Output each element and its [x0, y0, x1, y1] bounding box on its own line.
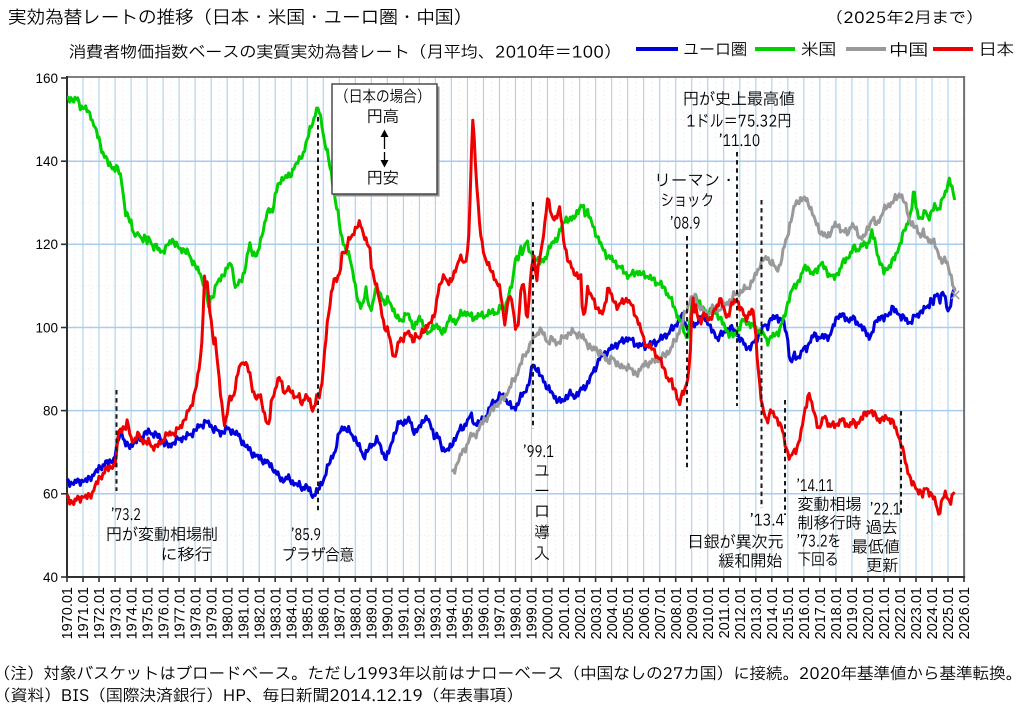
svg-text:1987.01: 1987.01 [333, 587, 349, 639]
svg-text:1989.01: 1989.01 [365, 587, 381, 639]
svg-text:1978.01: 1978.01 [188, 587, 204, 639]
svg-text:2005.01: 2005.01 [621, 587, 637, 639]
svg-text:1999.01: 1999.01 [525, 587, 541, 639]
svg-text:1994.01: 1994.01 [445, 587, 461, 639]
svg-text:1975.01: 1975.01 [140, 587, 156, 639]
svg-text:2002.01: 2002.01 [573, 587, 589, 639]
svg-text:2023.01: 2023.01 [909, 587, 925, 639]
svg-text:1982.01: 1982.01 [252, 587, 268, 639]
svg-text:1992.01: 1992.01 [413, 587, 429, 639]
svg-text:160: 160 [35, 71, 58, 86]
svg-text:2013.01: 2013.01 [749, 587, 765, 639]
svg-text:1981.01: 1981.01 [236, 587, 252, 639]
svg-text:1983.01: 1983.01 [268, 587, 284, 639]
svg-text:2020.01: 2020.01 [861, 587, 877, 639]
svg-text:40: 40 [43, 570, 58, 585]
svg-text:1977.01: 1977.01 [172, 587, 188, 639]
svg-text:2018.01: 2018.01 [829, 587, 845, 639]
svg-text:2008.01: 2008.01 [669, 587, 685, 639]
svg-text:2011.01: 2011.01 [717, 587, 733, 638]
svg-text:2009.01: 2009.01 [685, 587, 701, 639]
svg-text:2019.01: 2019.01 [845, 587, 861, 639]
svg-text:2021.01: 2021.01 [877, 587, 893, 639]
svg-text:1979.01: 1979.01 [204, 587, 220, 639]
svg-text:2000.01: 2000.01 [541, 587, 557, 639]
svg-text:2012.01: 2012.01 [733, 587, 749, 639]
svg-text:1971.01: 1971.01 [76, 587, 92, 639]
svg-text:1976.01: 1976.01 [156, 587, 172, 639]
svg-text:2014.01: 2014.01 [765, 587, 781, 639]
svg-text:1972.01: 1972.01 [92, 587, 108, 639]
svg-text:1970.01: 1970.01 [60, 587, 76, 639]
svg-text:1988.01: 1988.01 [349, 587, 365, 639]
svg-text:2010.01: 2010.01 [701, 587, 717, 639]
svg-text:2026.01: 2026.01 [957, 587, 973, 639]
svg-text:1974.01: 1974.01 [124, 587, 140, 639]
svg-text:1990.01: 1990.01 [381, 587, 397, 639]
svg-text:140: 140 [35, 154, 58, 169]
svg-text:1973.01: 1973.01 [108, 587, 124, 639]
svg-text:1995.01: 1995.01 [461, 587, 477, 639]
svg-text:2024.01: 2024.01 [925, 587, 941, 639]
svg-text:2006.01: 2006.01 [637, 587, 653, 639]
svg-text:1985.01: 1985.01 [301, 587, 317, 639]
svg-text:120: 120 [35, 237, 58, 252]
svg-text:1991.01: 1991.01 [397, 587, 413, 639]
svg-text:2022.01: 2022.01 [893, 587, 909, 639]
svg-text:100: 100 [35, 320, 58, 335]
svg-text:2001.01: 2001.01 [557, 587, 573, 639]
svg-text:2004.01: 2004.01 [605, 587, 621, 639]
svg-text:1980.01: 1980.01 [220, 587, 236, 639]
svg-text:60: 60 [43, 487, 58, 502]
svg-text:2015.01: 2015.01 [781, 587, 797, 639]
svg-text:2017.01: 2017.01 [813, 587, 829, 639]
svg-text:1998.01: 1998.01 [509, 587, 525, 639]
svg-text:1996.01: 1996.01 [477, 587, 493, 639]
svg-text:1993.01: 1993.01 [429, 587, 445, 639]
svg-text:1984.01: 1984.01 [285, 587, 301, 639]
svg-text:2003.01: 2003.01 [589, 587, 605, 639]
svg-text:2007.01: 2007.01 [653, 587, 669, 639]
svg-text:1986.01: 1986.01 [317, 587, 333, 639]
svg-text:80: 80 [43, 403, 58, 418]
svg-text:2016.01: 2016.01 [797, 587, 813, 639]
svg-text:1997.01: 1997.01 [493, 587, 509, 639]
svg-text:2025.01: 2025.01 [941, 587, 957, 639]
